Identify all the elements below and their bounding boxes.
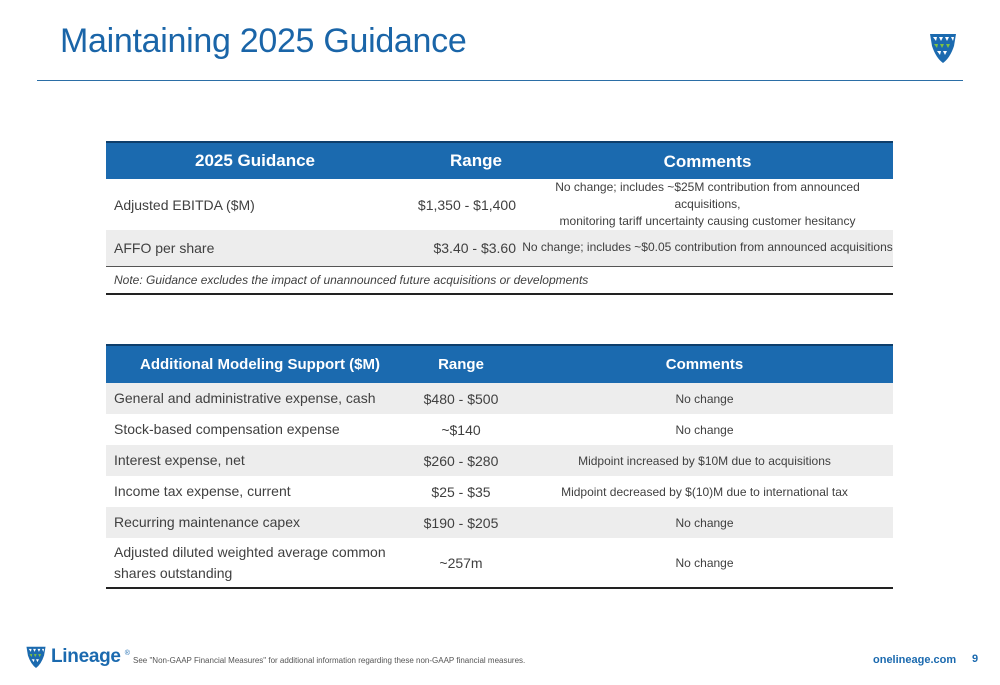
brand-name: Lineage [51,646,121,667]
comment-cell: No change [516,507,893,538]
table-row: Stock-based compensation expense ~$140 N… [106,414,893,445]
range-value: $480 - $500 [406,383,516,414]
column-header-comments: Comments [522,141,893,179]
metric-label: Stock-based compensation expense [114,421,340,437]
trademark-symbol: ® [124,649,130,657]
range-value: ~$140 [441,421,481,438]
guidance-table: 2025 Guidance Range Comments Adjusted EB… [106,141,893,295]
column-header-range: Range [396,141,522,179]
table-row: Income tax expense, current $25 - $35 Mi… [106,476,893,507]
range-value: $190 - $205 [406,507,516,538]
comment-cell: No change; includes ~$25M contribution f… [522,179,893,230]
lineage-logo: Lineage ® [25,645,130,669]
comment-cell: Midpoint decreased by $(10)M due to inte… [561,484,848,499]
metric-label: Adjusted diluted weighted average common… [106,538,406,589]
metric-label: Recurring maintenance capex [106,507,406,538]
page-title: Maintaining 2025 Guidance [60,22,467,60]
range-value: $3.40 - $3.60 [396,230,522,267]
metric-label: Adjusted EBITDA ($M) [114,196,255,213]
column-header-guidance: 2025 Guidance [106,141,396,179]
range-value: ~257m [406,538,516,589]
footnote: See "Non-GAAP Financial Measures" for ad… [133,656,526,665]
lineage-shield-icon [26,646,46,668]
metric-label: General and administrative expense, cash [106,383,406,414]
table-row: AFFO per share $3.40 - $3.60 No change; … [106,230,893,267]
metric-label-line: Adjusted diluted weighted average common [114,543,386,560]
comment-cell: No change [675,422,734,437]
comment-cell: No change [516,538,893,589]
table-row: Adjusted EBITDA ($M) $1,350 - $1,400 No … [106,179,893,230]
page-number: 9 [972,653,979,665]
metric-label: Income tax expense, current [114,483,291,499]
table-note-row: Note: Guidance excludes the impact of un… [106,266,893,295]
table-row: General and administrative expense, cash… [106,383,893,414]
comment-cell: No change [516,383,893,414]
comment-line: No change; includes ~$25M contribution f… [555,180,860,211]
table-row: Recurring maintenance capex $190 - $205 … [106,507,893,538]
range-value: $25 - $35 [431,483,491,500]
metric-label: AFFO per share [106,230,396,267]
column-header-modeling-support: Additional Modeling Support ($M) [106,344,406,383]
table-header-row: 2025 Guidance Range Comments [106,141,893,179]
table-header-row: Additional Modeling Support ($M) Range C… [106,344,893,383]
comment-cell: Midpoint increased by $10M due to acquis… [516,445,893,476]
range-value: $1,350 - $1,400 [417,196,516,213]
comment-cell: No change; includes ~$0.05 contribution … [522,230,893,267]
metric-label-line: shares outstanding [114,564,233,581]
website-link[interactable]: onelineage.com [873,654,957,666]
guidance-note: Note: Guidance excludes the impact of un… [106,266,893,295]
range-value: $260 - $280 [406,445,516,476]
title-divider [37,80,963,81]
modeling-support-table: Additional Modeling Support ($M) Range C… [106,344,893,589]
column-header-range: Range [406,344,516,383]
metric-label: Interest expense, net [106,445,406,476]
lineage-shield-icon [930,34,956,63]
table-row: Interest expense, net $260 - $280 Midpoi… [106,445,893,476]
column-header-comments: Comments [516,344,893,383]
table-row: Adjusted diluted weighted average common… [106,538,893,589]
comment-line: monitoring tariff uncertainty causing cu… [559,214,856,228]
